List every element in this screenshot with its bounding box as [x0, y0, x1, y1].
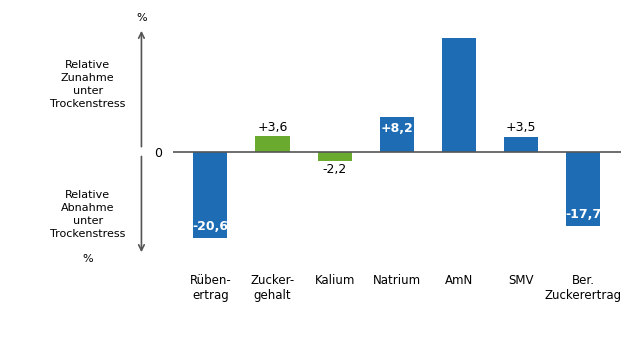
Text: %: %	[83, 254, 93, 264]
Bar	[255, 137, 289, 151]
Bar	[504, 137, 538, 151]
Text: -2,2: -2,2	[323, 163, 347, 176]
Bar	[380, 117, 414, 151]
Text: %: %	[136, 13, 147, 23]
Text: Relative
Zunahme
unter
Trockenstress: Relative Zunahme unter Trockenstress	[50, 60, 125, 109]
Text: -17,7: -17,7	[565, 208, 602, 221]
Bar	[566, 151, 600, 226]
Text: +8,2: +8,2	[380, 122, 413, 135]
Bar	[442, 38, 476, 151]
Text: +3,5: +3,5	[506, 121, 536, 134]
Bar	[317, 151, 352, 161]
Bar	[193, 151, 227, 238]
Text: +3,6: +3,6	[257, 121, 287, 134]
Text: Relative
Abnahme
unter
Trockenstress: Relative Abnahme unter Trockenstress	[50, 190, 125, 239]
Text: -20,6: -20,6	[192, 220, 228, 233]
